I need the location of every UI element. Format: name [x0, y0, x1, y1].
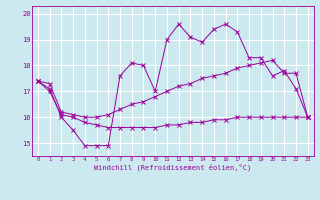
- X-axis label: Windchill (Refroidissement éolien,°C): Windchill (Refroidissement éolien,°C): [94, 164, 252, 171]
